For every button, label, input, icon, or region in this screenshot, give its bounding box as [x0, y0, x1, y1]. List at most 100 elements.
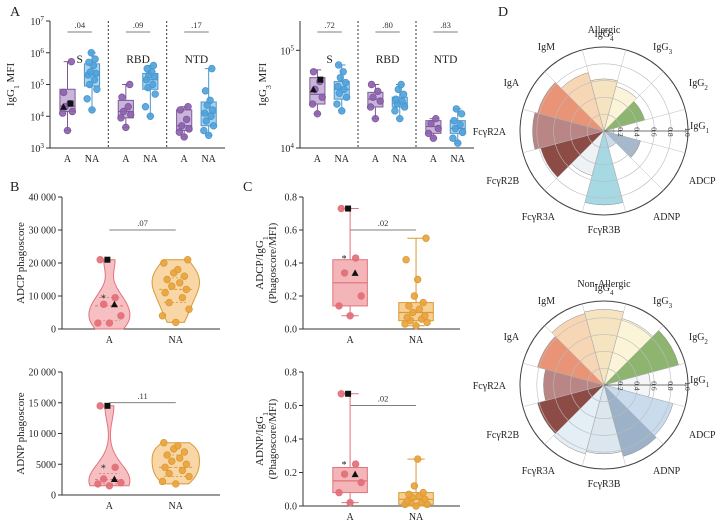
polar-feature-label: ADCP [689, 176, 716, 187]
x-tick-label: NA [335, 154, 350, 165]
data-point [450, 116, 458, 125]
data-point [185, 472, 193, 481]
point-group [58, 57, 77, 135]
data-point [374, 87, 382, 96]
point-group [449, 105, 467, 147]
data-point [111, 293, 119, 302]
polar-feature-label: IgG4 [594, 283, 614, 297]
x-tick-label: NA [143, 154, 158, 165]
violin-body [88, 405, 131, 487]
polar-title: Non-Allergic [577, 279, 631, 290]
y-tick-label: 10 000 [29, 292, 57, 303]
data-point [308, 100, 317, 108]
data-point [201, 109, 209, 117]
data-point [68, 107, 77, 116]
data-point [160, 259, 168, 267]
data-point [99, 300, 108, 308]
data-point [369, 93, 377, 101]
y-tick-label: 0.6 [285, 226, 298, 237]
point-group [117, 80, 135, 132]
polar-feature-label: ADNP [653, 212, 681, 223]
polar-feature-label: ADCP [689, 430, 716, 441]
y-tick-label: 0.4 [285, 435, 298, 446]
x-tick-label: NA [409, 512, 424, 523]
data-point [99, 475, 108, 483]
data-point [457, 110, 466, 118]
data-point [184, 256, 192, 264]
pvalue-label: .02 [378, 218, 389, 228]
x-tick-label: NA [169, 335, 184, 346]
data-point [126, 80, 134, 89]
data-point-triangle [351, 470, 359, 478]
violin-group: * [88, 256, 131, 330]
data-point-triangle [60, 103, 67, 110]
polar-feature-label: FcγR3A [522, 212, 556, 223]
point-group: * [335, 204, 365, 320]
data-point [367, 80, 376, 89]
data-point-triangle [110, 475, 118, 483]
polar-title: Allergic [588, 25, 621, 36]
y-axis-label: IgG3 MFI [257, 63, 273, 107]
x-tick-label: NA [451, 154, 466, 165]
polar-spoke [544, 130, 605, 191]
x-tick-label: A [181, 154, 189, 165]
data-point [458, 128, 467, 137]
y-tick-label: 105 [30, 79, 44, 92]
data-point [184, 103, 192, 111]
y-tick-label: 0.0 [285, 325, 298, 336]
y-tick-label: 0 [51, 325, 56, 336]
data-point [403, 313, 411, 322]
y-axis-label: ADNP/IgG1 [254, 412, 270, 466]
data-point [340, 85, 348, 94]
point-group [391, 80, 409, 123]
violin-group: * [88, 402, 131, 490]
point-group [424, 114, 442, 142]
y-axis-label: ADCP phagoscore [15, 222, 27, 304]
data-point [176, 106, 184, 114]
data-point [119, 107, 128, 116]
data-point [209, 122, 218, 130]
polar-ring-label: 1.0 [683, 127, 692, 137]
data-point [346, 312, 354, 320]
polar-ring-label: 0.8 [666, 127, 675, 137]
point-group [200, 64, 218, 139]
polar-spoke [582, 384, 605, 467]
data-point [204, 131, 213, 139]
data-point [429, 134, 438, 142]
data-point [122, 123, 130, 132]
data-point-star: * [342, 254, 347, 265]
box-group: * [332, 390, 368, 507]
y-tick-label: 0.8 [285, 193, 298, 204]
data-point [161, 289, 169, 297]
y-axis-label-units: (Phagoscore/MFI) [267, 222, 279, 303]
polar-ring-label: 1.0 [683, 381, 692, 391]
data-point [410, 482, 419, 490]
data-point [105, 319, 114, 327]
data-point [451, 124, 460, 133]
chart-adcp-ratio: 0.0 0.2 0.4 0.6 0.8 ADCP/IgG1(Phagoscore/MFI)… [254, 193, 460, 346]
polar-spoke [603, 325, 664, 386]
data-point [405, 490, 413, 498]
data-point [117, 479, 125, 487]
data-point [346, 498, 354, 507]
point-group: * [94, 256, 125, 327]
data-point [90, 76, 99, 84]
data-point [178, 122, 186, 130]
polar-feature-label: FcγR2B [486, 430, 519, 441]
box-group [83, 49, 101, 114]
point-group [401, 234, 431, 330]
box-group: * [332, 204, 368, 320]
polar-spoke [603, 363, 686, 386]
y-tick-label: 0 [51, 491, 56, 502]
data-point [180, 448, 189, 456]
data-point [452, 105, 461, 113]
data-point [88, 106, 96, 114]
group-label: S [326, 54, 332, 66]
y-tick-label: 5000 [36, 460, 56, 471]
data-point [401, 320, 409, 328]
panel-label-a: A [10, 5, 21, 20]
data-point [342, 93, 351, 101]
data-point [402, 256, 410, 264]
polar-feature-label: IgM [538, 296, 555, 307]
data-point [421, 312, 429, 320]
